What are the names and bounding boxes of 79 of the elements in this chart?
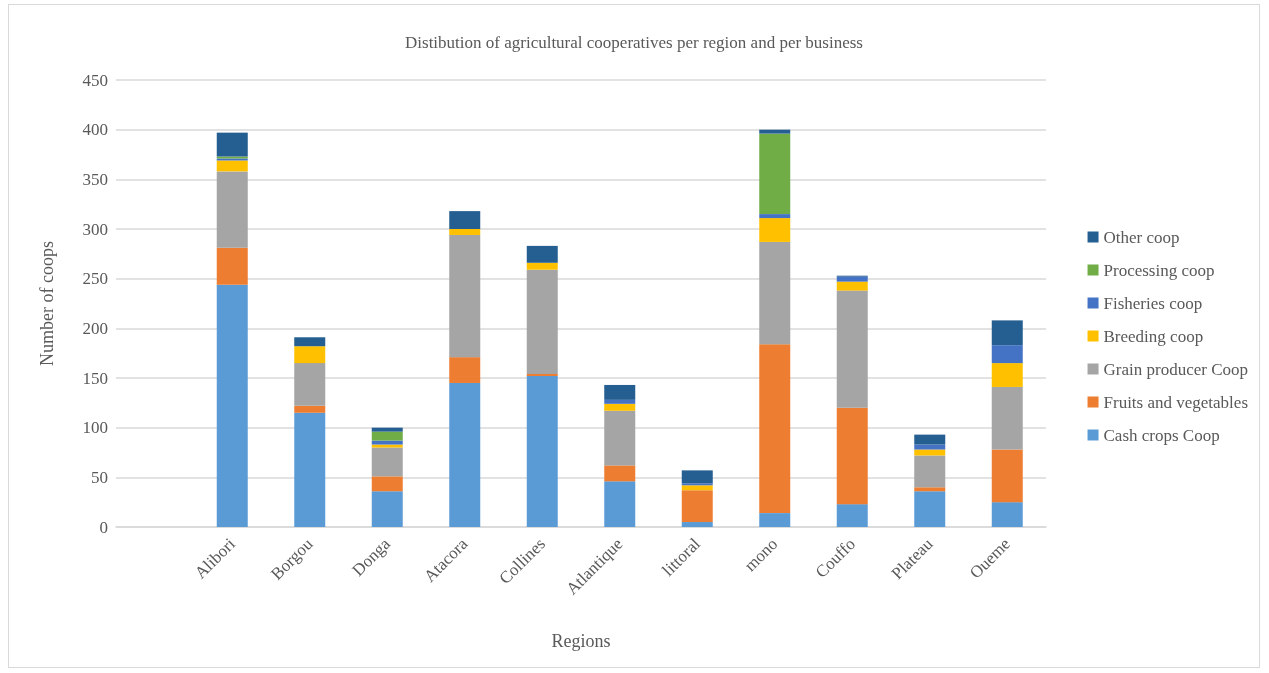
- bar: [371, 491, 403, 527]
- bar: [216, 171, 248, 248]
- bar: [759, 214, 791, 219]
- bar: [759, 129, 791, 134]
- legend-label: Cash crops Coop: [1103, 425, 1220, 445]
- bar: [681, 470, 713, 484]
- bar: [681, 490, 713, 523]
- bar: [681, 522, 713, 527]
- bar: [914, 487, 946, 492]
- bar: [216, 160, 248, 172]
- bar: [604, 399, 636, 404]
- bar: [371, 476, 403, 492]
- bar: [759, 513, 791, 527]
- chart-title: Distibution of agricultural cooperatives per region and per business: [405, 33, 863, 52]
- bar: [759, 133, 791, 215]
- bar: [836, 504, 868, 527]
- bar: [526, 245, 558, 263]
- bar: [604, 481, 636, 527]
- bar: [914, 491, 946, 527]
- bar: [371, 440, 403, 445]
- bar: [371, 447, 403, 477]
- bar: [991, 363, 1023, 387]
- bar: [836, 281, 868, 291]
- legend-label: Fisheries coop: [1103, 293, 1203, 313]
- bar: [991, 386, 1023, 450]
- bar: [216, 132, 248, 157]
- bar: [294, 346, 326, 364]
- bar: [449, 211, 481, 229]
- y-tick-label: 350: [82, 169, 108, 189]
- bar: [759, 241, 791, 345]
- bar: [991, 449, 1023, 503]
- bar: [371, 431, 403, 441]
- y-tick-label: 150: [82, 368, 108, 388]
- bar: [449, 234, 481, 358]
- bar: [681, 485, 713, 491]
- bar: [759, 218, 791, 242]
- bar: [526, 262, 558, 270]
- bar: [526, 376, 558, 527]
- bar: [914, 455, 946, 488]
- bar: [991, 345, 1023, 364]
- bar: [836, 407, 868, 505]
- bar: [449, 229, 481, 235]
- legend-label: Breeding coop: [1103, 326, 1204, 346]
- y-tick-label: 100: [82, 418, 108, 438]
- bar: [371, 444, 403, 448]
- bar: [449, 382, 481, 527]
- bar: [294, 337, 326, 347]
- legend-label: Grain producer Coop: [1103, 359, 1248, 379]
- bar: [216, 247, 248, 285]
- bar: [836, 290, 868, 408]
- y-tick-label: 300: [82, 219, 108, 239]
- legend-label: Fruits and vegetables: [1103, 392, 1248, 412]
- bar: [216, 284, 248, 527]
- y-tick-label: 50: [91, 467, 108, 487]
- y-tick-label: 450: [82, 70, 108, 90]
- y-tick-label: 250: [82, 269, 108, 289]
- bar: [294, 412, 326, 527]
- bar: [759, 344, 791, 514]
- bar: [371, 427, 403, 432]
- bar: [991, 320, 1023, 346]
- legend-label: Processing coop: [1103, 260, 1215, 280]
- bar: [604, 410, 636, 466]
- bar: [526, 269, 558, 375]
- bar: [604, 384, 636, 400]
- bar: [604, 465, 636, 482]
- x-axis-title: Regions: [551, 631, 611, 651]
- bar: [449, 357, 481, 383]
- y-tick-label: 0: [99, 517, 108, 537]
- bar: [914, 444, 946, 450]
- y-tick-label: 400: [82, 120, 108, 140]
- y-tick-label: 200: [82, 318, 108, 338]
- bar: [604, 403, 636, 411]
- bar: [294, 405, 326, 413]
- bar: [991, 502, 1023, 527]
- bar: [294, 363, 326, 406]
- legend-label: Other coop: [1103, 227, 1180, 247]
- bar: [914, 434, 946, 445]
- bar: [836, 276, 868, 282]
- y-axis-title: Number of coops: [37, 241, 57, 366]
